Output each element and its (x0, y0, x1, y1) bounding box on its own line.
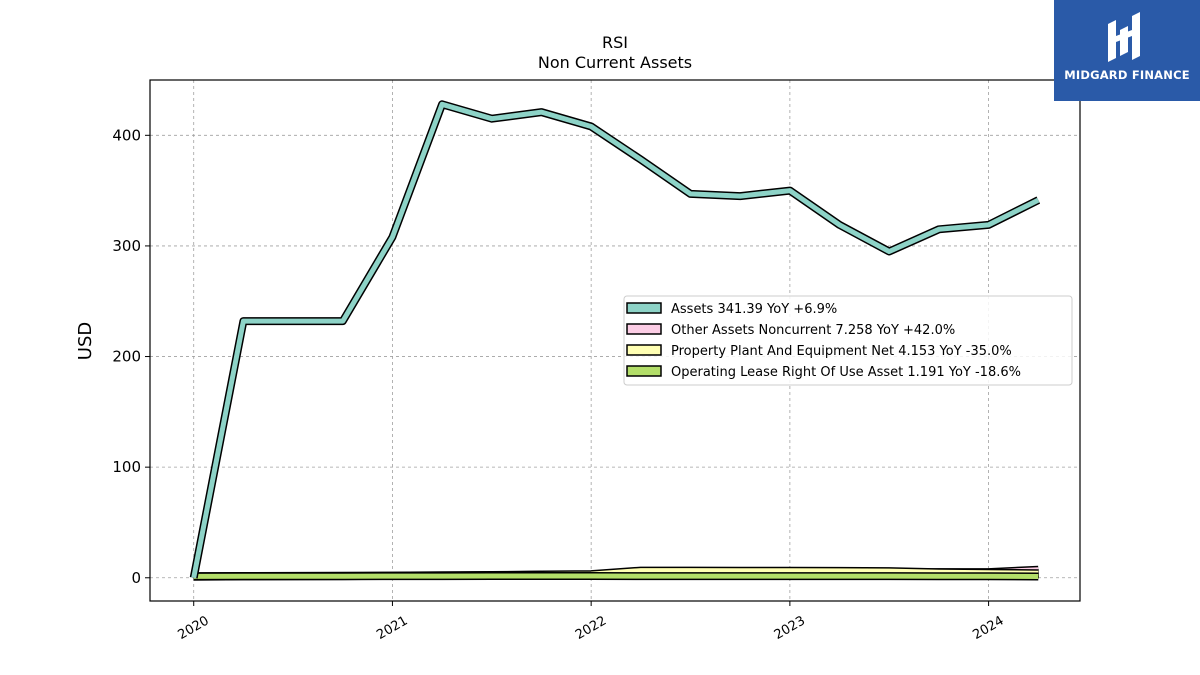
legend-swatch (626, 365, 662, 377)
series-lines (189, 100, 1041, 579)
x-tick-label: 2023 (772, 613, 808, 643)
y-tick-label: 400 (112, 126, 141, 144)
legend-entry: Operating Lease Right Of Use Asset 1.191… (671, 365, 1021, 380)
x-tick-label: 2024 (970, 613, 1006, 643)
legend-entry: Assets 341.39 YoY +6.9% (671, 302, 837, 317)
legend-swatch (626, 344, 662, 356)
plot-frame (149, 79, 1081, 602)
legend-entry: Other Assets Noncurrent 7.258 YoY +42.0% (671, 323, 955, 338)
chart-subtitle: Non Current Assets (538, 53, 692, 72)
legend-box (623, 295, 1073, 386)
chart-title: RSI (602, 33, 628, 52)
y-tick-label: 0 (131, 569, 141, 587)
x-tick-label: 2020 (176, 613, 212, 643)
midgard-finance-logo: MIDGARD FINANCE (1054, 0, 1200, 101)
chart-legend: Assets 341.39 YoY +6.9% Other Assets Nonc… (623, 295, 1073, 386)
y-tick-label: 100 (112, 458, 141, 476)
x-tick-label: 2021 (374, 613, 410, 643)
y-tick-label: 200 (112, 348, 141, 366)
x-tick-label: 2022 (573, 613, 609, 643)
legend-entry: Property Plant And Equipment Net 4.153 Y… (671, 344, 1012, 359)
legend-swatch (626, 302, 662, 314)
y-axis: 0 100 200 300 400 (112, 126, 150, 587)
logo-mark-icon (1108, 12, 1140, 62)
y-axis-label: USD (75, 322, 96, 360)
y-tick-label: 300 (112, 237, 141, 255)
x-axis: 2020 2021 2022 2023 2024 (176, 601, 1007, 643)
series-line-3 (193, 573, 1039, 579)
legend-swatch (626, 323, 662, 335)
plot-area (193, 565, 1039, 581)
series-line-0 (191, 101, 1040, 579)
logo-text: MIDGARD FINANCE (1064, 68, 1190, 82)
